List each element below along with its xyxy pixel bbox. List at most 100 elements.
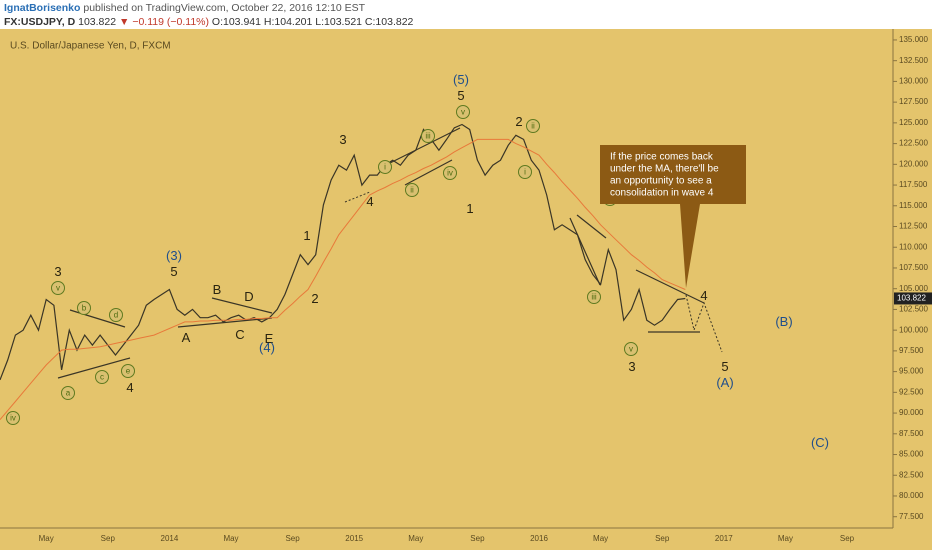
y-tick-label: 132.500 [899, 56, 928, 65]
y-tick-label: 127.500 [899, 97, 928, 106]
close: C:103.822 [364, 16, 414, 28]
wave-circle [121, 364, 135, 378]
wave-label: (B) [775, 314, 792, 329]
x-tick-label: Sep [101, 534, 116, 543]
x-tick-label: Sep [470, 534, 485, 543]
y-tick-label: 77.500 [899, 512, 924, 521]
wave-label: d [114, 311, 118, 320]
price-badge-label: 103.822 [897, 294, 926, 303]
arrow: ▼ [119, 16, 130, 28]
wave-circle [518, 165, 532, 179]
wave-label: v [629, 345, 633, 354]
x-tick-label: Sep [655, 534, 670, 543]
wave-label: iv [447, 169, 453, 178]
wave-label: (3) [166, 248, 182, 263]
wave-circle [61, 386, 75, 400]
y-tick-label: 97.500 [899, 346, 924, 355]
note-line: an opportunity to see a [610, 176, 712, 187]
author[interactable]: IgnatBorisenko [4, 2, 81, 14]
wave-circle [443, 166, 457, 180]
x-tick-label: Sep [840, 534, 855, 543]
note-line: consolidation in wave 4 [610, 188, 714, 199]
y-tick-label: 80.000 [899, 491, 924, 500]
wave-label: ii [531, 122, 535, 131]
wave-circle [456, 105, 470, 119]
price-line [0, 123, 686, 381]
wave-label: 4 [126, 380, 133, 395]
wave-label: (C) [811, 435, 829, 450]
price-line [0, 138, 686, 421]
wave-circle [405, 183, 419, 197]
y-tick-label: 122.500 [899, 139, 928, 148]
y-tick-label: 85.000 [899, 450, 924, 459]
published: published on TradingView.com, October 22… [83, 2, 366, 14]
wave-circle [95, 370, 109, 384]
y-tick-label: 107.500 [899, 263, 928, 272]
wave-label: B [213, 282, 222, 297]
wave-label: i [384, 163, 386, 172]
y-tick-label: 92.500 [899, 387, 924, 396]
x-tick-label: 2017 [715, 534, 733, 543]
wave-circle [421, 129, 435, 143]
note-line: under the MA, there'll be [610, 164, 719, 175]
low: L:103.521 [315, 16, 362, 28]
change: −0.119 (−0.11%) [132, 16, 209, 28]
wave-label: 3 [339, 132, 346, 147]
y-tick-label: 130.000 [899, 77, 928, 86]
x-tick-label: May [223, 534, 238, 543]
y-tick-label: 125.000 [899, 118, 928, 127]
wave-label: 1 [466, 201, 473, 216]
y-tick-label: 117.500 [899, 180, 928, 189]
y-tick-label: 95.000 [899, 367, 924, 376]
trendlines [57, 127, 705, 379]
y-tick-label: 100.000 [899, 325, 928, 334]
wave-label: iii [425, 132, 431, 141]
x-tick-label: 2016 [530, 534, 548, 543]
wave-label: v [461, 108, 465, 117]
note-box [600, 145, 746, 288]
wave-label: 3 [54, 264, 61, 279]
x-tick-label: May [593, 534, 608, 543]
y-tick-label: 112.500 [899, 222, 928, 231]
wave-circle [378, 160, 392, 174]
wave-circle [624, 342, 638, 356]
wave-label: 5 [457, 88, 464, 103]
wave-label: 4 [700, 288, 707, 303]
x-tick-label: 2014 [161, 534, 179, 543]
wave-label: 5 [170, 264, 177, 279]
symbol: FX:USDJPY, D [4, 16, 76, 28]
wave-circle [526, 119, 540, 133]
wave-label: e [126, 367, 131, 376]
wave-label: 1 [303, 228, 310, 243]
wave-label: (4) [259, 340, 275, 355]
y-tick-label: 87.500 [899, 429, 924, 438]
y-tick-label: 120.000 [899, 159, 928, 168]
wave-label: E [265, 331, 274, 346]
wave-label: b [82, 304, 87, 313]
x-tick-label: Sep [285, 534, 300, 543]
wave-label: (5) [453, 72, 469, 87]
wave-label: v [56, 284, 60, 293]
wave-circle [587, 290, 601, 304]
wave-label: 4 [366, 194, 373, 209]
y-tick-label: 105.000 [899, 284, 928, 293]
wave-label: 5 [721, 359, 728, 374]
wave-label: D [244, 289, 253, 304]
x-tick-label: May [39, 534, 54, 543]
wave-label: i [524, 168, 526, 177]
wave-circle [51, 281, 65, 295]
y-tick-label: 135.000 [899, 35, 928, 44]
wave-label: 2 [515, 114, 522, 129]
x-tick-label: 2015 [345, 534, 363, 543]
y-tick-label: 82.500 [899, 470, 924, 479]
y-tick-label: 110.000 [899, 242, 928, 251]
projection [344, 191, 723, 353]
price: 103.822 [78, 16, 117, 28]
wave-label: C [235, 327, 244, 342]
wave-circle [109, 308, 123, 322]
wave-circle [6, 411, 20, 425]
note-line: If the price comes back [610, 152, 714, 163]
header: IgnatBorisenko published on TradingView.… [0, 0, 932, 29]
wave-label: a [66, 389, 71, 398]
chart-title: U.S. Dollar/Japanese Yen, D, FXCM [10, 41, 171, 52]
